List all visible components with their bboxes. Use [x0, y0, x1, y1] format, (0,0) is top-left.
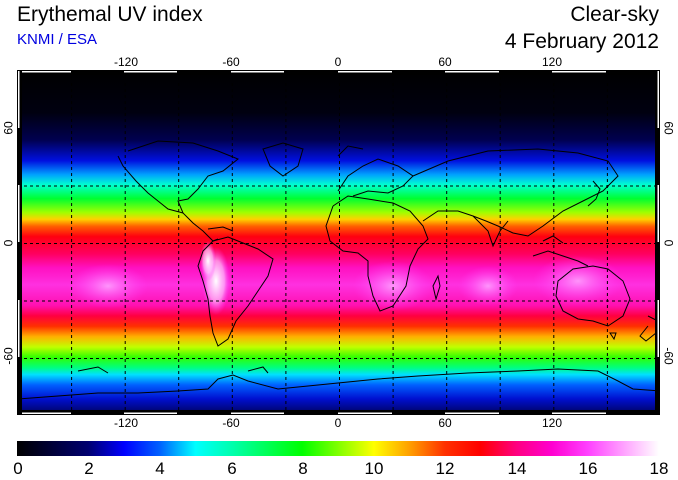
colorbar-tick: 18: [649, 459, 669, 478]
lon-label-bottom: 60: [438, 416, 452, 430]
lat-label-right: 60: [661, 121, 676, 135]
lat-label-right: 0: [661, 239, 676, 247]
lon-label-top: -120: [113, 55, 139, 69]
colorbar-tick: 2: [84, 459, 94, 478]
lat-label-left: 0: [1, 239, 16, 247]
lon-label-top: -60: [222, 55, 240, 69]
left-axis-bar: [17, 70, 22, 415]
colorbar-tick: 4: [155, 459, 165, 478]
lon-label-bottom: -120: [113, 416, 139, 430]
graticule: [18, 71, 659, 414]
top-axis-bar: [17, 70, 660, 75]
lat-label-left: 60: [1, 121, 16, 135]
lon-label-bottom: 120: [541, 416, 563, 430]
coastlines: [18, 140, 659, 400]
lon-label-top: 60: [438, 55, 452, 69]
colorbar-tick: 8: [298, 459, 308, 478]
lat-label-left: -60: [1, 347, 16, 365]
source-credit: KNMI / ESA: [17, 31, 98, 48]
bottom-axis-bar: [17, 410, 660, 415]
uv-heatmap: [18, 71, 659, 414]
colorbar-tick: 12: [435, 459, 455, 478]
lat-label-right: -60: [661, 347, 676, 365]
map-title: Erythemal UV index: [17, 3, 203, 26]
sky-condition: Clear-sky: [570, 3, 659, 26]
right-axis-bar: [655, 70, 660, 415]
colorbar: [17, 441, 659, 456]
colorbar-tick: 6: [227, 459, 237, 478]
colorbar-tick: 14: [507, 459, 527, 478]
lon-label-top: 120: [541, 55, 563, 69]
lon-label-top: 0: [334, 55, 342, 69]
colorbar-tick: 0: [13, 459, 23, 478]
lon-label-bottom: 0: [334, 416, 342, 430]
map-date: 4 February 2012: [504, 30, 659, 53]
colorbar-tick: 16: [578, 459, 598, 478]
uv-index-map: [17, 70, 660, 415]
colorbar-gradient: [17, 441, 659, 456]
lon-label-bottom: -60: [222, 416, 240, 430]
colorbar-tick: 10: [364, 459, 384, 478]
